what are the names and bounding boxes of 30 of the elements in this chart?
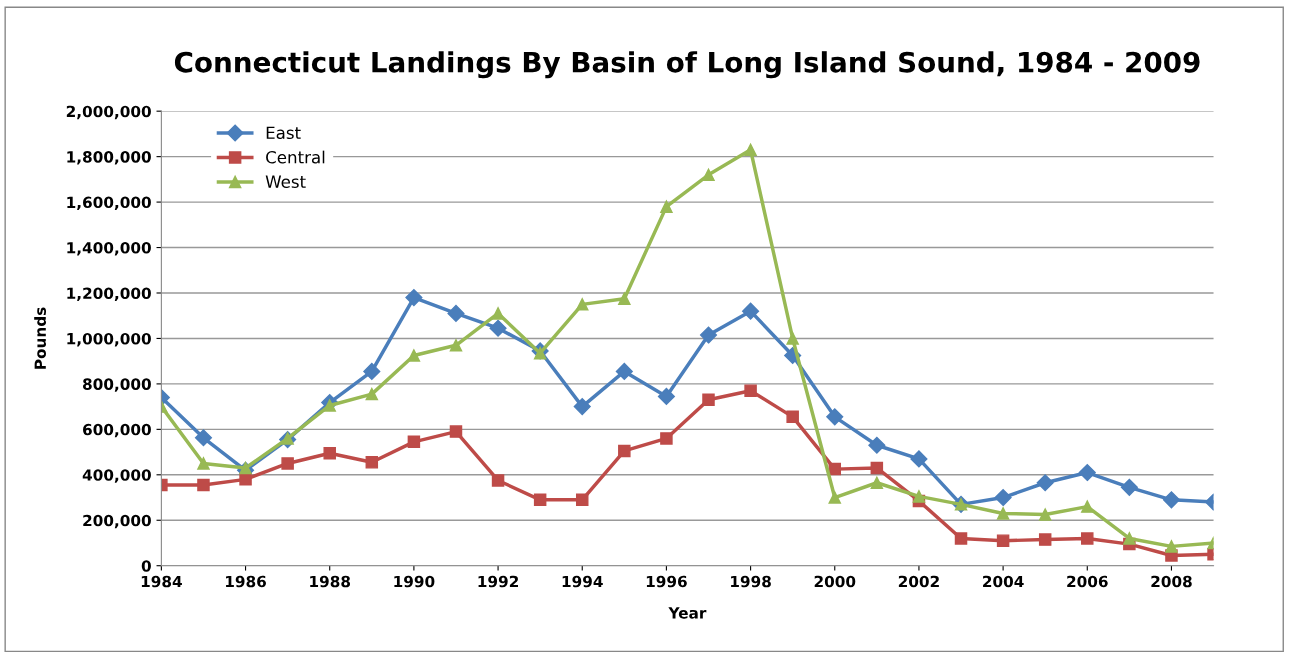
x-axis-title: Year: [668, 607, 707, 619]
y-tick-label: 1,200,000: [67, 287, 151, 301]
x-tick-label: 2004: [983, 575, 1024, 588]
y-tick-label: 2,000,000: [66, 105, 151, 120]
y-axis-title: Pounds: [34, 307, 47, 369]
x-tick-label: 1992: [478, 575, 518, 588]
legend-label: Central: [266, 150, 325, 164]
y-tick-label: 200,000: [83, 514, 151, 529]
x-tick-label: 1996: [646, 575, 687, 588]
x-tick-label: 1988: [310, 575, 351, 588]
y-tick-label: 1,000,000: [67, 332, 151, 347]
y-tick-label: 400,000: [82, 469, 151, 483]
x-tick-label: 2006: [1067, 575, 1108, 588]
chart-title: Connecticut Landings By Basin of Long Island Sound, 1984 - 2009: [174, 51, 1200, 79]
y-tick-label: 600,000: [83, 423, 151, 438]
x-tick-label: 2008: [1151, 575, 1192, 588]
legend-label: East: [266, 126, 301, 140]
x-tick-label: 2002: [898, 575, 939, 588]
x-tick-label: 1998: [731, 575, 771, 588]
y-tick-label: 0: [141, 560, 151, 572]
legend-label: West: [265, 175, 306, 189]
y-tick-label: 1,600,000: [67, 196, 151, 211]
x-tick-label: 1986: [226, 575, 266, 588]
x-tick-label: 1994: [562, 575, 603, 588]
x-tick-label: 1984: [141, 575, 182, 588]
x-tick-label: 2000: [814, 575, 856, 588]
y-tick-label: 1,400,000: [67, 242, 151, 256]
x-tick-label: 1990: [394, 575, 435, 588]
y-tick-label: 800,000: [83, 378, 151, 392]
y-tick-label: 1,800,000: [67, 151, 151, 165]
